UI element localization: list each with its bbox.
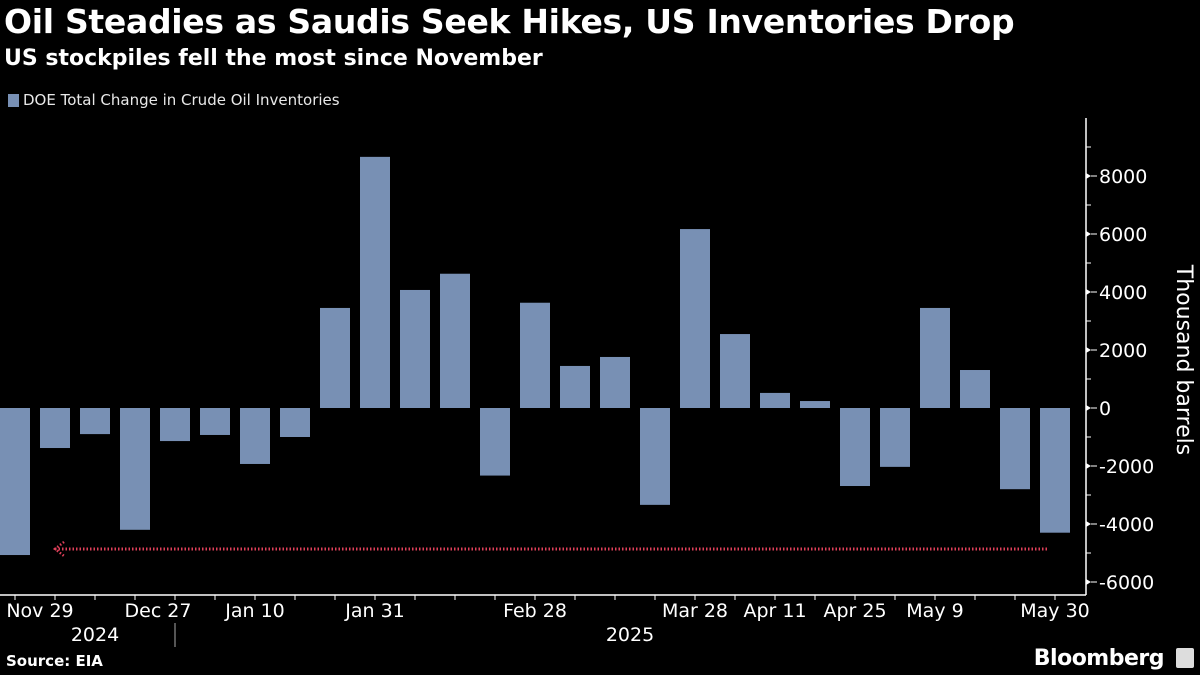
bar-2025-01-10 [240, 408, 270, 464]
y-tick-label-6000: 6000 [1099, 224, 1147, 246]
x-tick-label: Jan 10 [224, 600, 285, 622]
bar-2025-01-17 [280, 408, 310, 437]
bar-2025-03-21 [640, 408, 670, 505]
bar-2025-04-11 [760, 392, 790, 408]
bar-2025-04-18 [800, 401, 830, 408]
bar-2025-01-24 [320, 307, 350, 408]
x-tick-label: May 9 [906, 600, 963, 622]
y-tick-label--6000: -6000 [1099, 572, 1154, 594]
bar-2025-04-25 [840, 408, 870, 487]
x-tick-label: Nov 29 [6, 600, 73, 622]
y-tick-label-2000: 2000 [1099, 340, 1147, 362]
bar-2024-12-06 [40, 408, 70, 449]
bar-2025-04-04 [720, 334, 750, 408]
bar-2025-02-07 [400, 289, 430, 408]
y-tick-0 [1086, 405, 1091, 411]
bloomberg-logo: Bloomberg [1033, 646, 1165, 671]
y-axis-label: Thousand barrels [1171, 264, 1196, 455]
y-tick-label--2000: -2000 [1099, 456, 1154, 478]
chart-title: Oil Steadies as Saudis Seek Hikes, US In… [4, 2, 1015, 41]
year-label: 2025 [606, 624, 654, 646]
x-tick-label: Apr 11 [743, 600, 806, 622]
bar-2025-02-28 [520, 302, 550, 408]
chart-subtitle: US stockpiles fell the most since Novemb… [4, 46, 543, 71]
y-tick-label-8000: 8000 [1099, 166, 1147, 188]
bar-2025-03-07 [560, 365, 590, 408]
bar-2025-03-28 [680, 229, 710, 408]
x-tick-label: Mar 28 [662, 600, 728, 622]
year-label: 2024 [71, 624, 119, 646]
x-tick-label: Jan 31 [344, 600, 405, 622]
x-tick-label: Apr 25 [823, 600, 886, 622]
y-tick-6000 [1086, 231, 1091, 237]
bar-2025-02-21 [480, 408, 510, 476]
bloomberg-chart-icon [1176, 648, 1194, 668]
bar-2025-01-31 [360, 156, 390, 408]
y-tick--4000 [1086, 521, 1091, 527]
bar-2024-12-20 [120, 408, 150, 530]
y-tick-4000 [1086, 289, 1091, 295]
bar-2025-05-16 [960, 370, 990, 408]
y-tick--2000 [1086, 463, 1091, 469]
source-note: Source: EIA [6, 652, 103, 670]
bar-2025-02-14 [440, 273, 470, 408]
x-tick-label: Dec 27 [125, 600, 192, 622]
y-tick-2000 [1086, 347, 1091, 353]
bar-2024-12-13 [80, 408, 110, 435]
y-tick-8000 [1086, 173, 1091, 179]
bar-2024-12-27 [160, 408, 190, 442]
bar-2025-03-14 [600, 356, 630, 408]
bar-2024-11-29 [0, 408, 30, 556]
legend-swatch [8, 93, 19, 107]
bar-2025-05-30 [1040, 408, 1070, 533]
bar-2025-05-09 [920, 307, 950, 408]
y-tick--6000 [1086, 579, 1091, 585]
x-tick-label: May 30 [1020, 600, 1090, 622]
legend: DOE Total Change in Crude Oil Inventorie… [8, 91, 340, 109]
bar-2025-05-23 [1000, 408, 1030, 490]
annotation-arrowhead [52, 540, 65, 557]
bar-2025-01-03 [200, 408, 230, 435]
bar-2025-05-02 [880, 408, 910, 467]
x-tick-label: Feb 28 [503, 600, 567, 622]
y-tick-label-4000: 4000 [1099, 282, 1147, 304]
y-tick-label--4000: -4000 [1099, 514, 1154, 536]
y-tick-label-0: 0 [1099, 398, 1111, 420]
legend-label: DOE Total Change in Crude Oil Inventorie… [23, 91, 340, 109]
